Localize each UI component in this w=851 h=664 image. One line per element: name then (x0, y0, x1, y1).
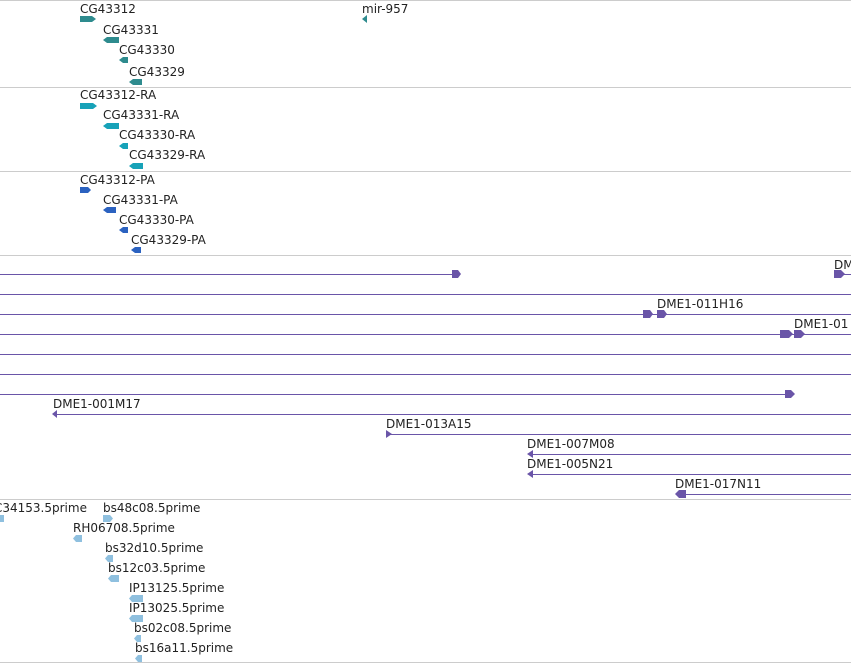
transcript-feature-reverse[interactable] (119, 142, 128, 150)
clone-line[interactable] (0, 374, 851, 375)
gene-feature-reverse[interactable] (103, 36, 119, 44)
clone-line[interactable] (0, 314, 851, 315)
genes-track: CG43312 CG43331 CG43330 CG43329 mir-957 (0, 0, 851, 87)
clone-line[interactable] (685, 494, 851, 495)
protein-feature-reverse[interactable] (103, 206, 116, 214)
clone-arrow-forward-icon[interactable] (452, 270, 461, 278)
gene-label[interactable]: CG43312 (80, 2, 136, 16)
transcript-label[interactable]: CG43312-RA (80, 88, 157, 102)
clone-label[interactable]: DME1-001M17 (53, 397, 141, 411)
clone-line[interactable] (844, 274, 851, 275)
clone-label[interactable]: DME1-011H16 (657, 297, 744, 311)
gene-label[interactable]: CG43330 (119, 43, 175, 57)
clone-line[interactable] (0, 354, 851, 355)
gene-label[interactable]: CG43329 (129, 65, 185, 79)
gene-feature-reverse[interactable] (129, 78, 142, 86)
clone-label[interactable]: DME1-013A15 (386, 417, 472, 431)
clone-arrow-reverse-icon[interactable] (52, 410, 57, 418)
est-label[interactable]: IP13025.5prime (129, 601, 225, 615)
clone-line[interactable] (0, 334, 851, 335)
clone-line[interactable] (56, 414, 851, 415)
clones-track: DM DME1-011H16 DME1-01 DME1-001M17 DME1-… (0, 258, 851, 498)
est-feature-reverse[interactable] (135, 655, 142, 662)
track-divider-clones (0, 499, 851, 500)
est-feature-reverse[interactable] (134, 635, 141, 642)
track-divider-genes (0, 87, 851, 88)
track-divider-proteins (0, 255, 851, 256)
protein-label[interactable]: CG43331-PA (103, 193, 178, 207)
clone-arrow-reverse-icon[interactable] (675, 490, 686, 498)
est-feature-reverse[interactable] (105, 555, 113, 562)
transcript-feature-reverse[interactable] (129, 162, 143, 170)
track-divider-transcripts (0, 171, 851, 172)
gene-feature-reverse[interactable] (362, 15, 367, 23)
clone-arrow-forward-icon[interactable] (657, 310, 667, 318)
gene-feature-reverse[interactable] (119, 56, 128, 64)
transcript-label[interactable]: CG43330-RA (119, 128, 196, 142)
est-label[interactable]: bs48c08.5prime (103, 501, 201, 515)
clone-arrow-forward-icon[interactable] (780, 330, 793, 338)
transcript-label[interactable]: CG43331-RA (103, 108, 180, 122)
gene-label[interactable]: mir-957 (362, 2, 409, 16)
est-label[interactable]: bs12c03.5prime (108, 561, 206, 575)
protein-feature-reverse[interactable] (119, 226, 128, 234)
track-divider-bottom (0, 662, 851, 663)
est-feature-forward[interactable] (103, 515, 113, 522)
clone-label[interactable]: DME1-017N11 (675, 477, 762, 491)
est-label[interactable]: bs16a11.5prime (135, 641, 234, 655)
est-label[interactable]: bs32d10.5prime (105, 541, 204, 555)
clone-line[interactable] (0, 294, 851, 295)
clone-arrow-forward-icon[interactable] (794, 330, 805, 338)
clone-label[interactable]: DME1-007M08 (527, 437, 615, 451)
clone-arrow-forward-icon[interactable] (785, 390, 795, 398)
est-label[interactable]: IP13125.5prime (129, 581, 225, 595)
clone-arrow-reverse-icon[interactable] (527, 470, 533, 478)
est-feature-reverse[interactable] (73, 535, 82, 542)
protein-label[interactable]: CG43330-PA (119, 213, 194, 227)
gene-label[interactable]: CG43331 (103, 23, 159, 37)
clone-label[interactable]: DM (834, 258, 851, 272)
protein-feature-forward[interactable] (80, 186, 91, 194)
transcripts-track: CG43312-RA CG43331-RA CG43330-RA CG43329… (0, 0, 851, 171)
gene-feature-forward[interactable] (80, 15, 96, 23)
transcript-label[interactable]: CG43329-RA (129, 148, 206, 162)
clone-label[interactable]: DME1-005N21 (527, 457, 614, 471)
clone-line[interactable] (532, 454, 851, 455)
est-label[interactable]: C34153.5prime (0, 501, 87, 515)
clone-arrow-forward-icon[interactable] (834, 270, 845, 278)
clone-label[interactable]: DME1-01 (794, 317, 849, 331)
clone-line[interactable] (532, 474, 851, 475)
protein-label[interactable]: CG43329-PA (131, 233, 206, 247)
clone-line[interactable] (390, 434, 851, 435)
est-feature-forward[interactable] (0, 515, 4, 522)
protein-label[interactable]: CG43312-PA (80, 173, 155, 187)
proteins-track: CG43312-PA CG43331-PA CG43330-PA CG43329… (0, 0, 851, 255)
est-label[interactable]: bs02c08.5prime (134, 621, 232, 635)
clone-line[interactable] (0, 394, 787, 395)
clone-arrow-forward-icon[interactable] (643, 310, 653, 318)
track-divider-top (0, 0, 851, 1)
transcript-feature-reverse[interactable] (103, 122, 119, 130)
est-feature-reverse[interactable] (129, 615, 143, 622)
est-label[interactable]: RH06708.5prime (73, 521, 175, 535)
clone-arrow-reverse-icon[interactable] (527, 450, 533, 458)
est-feature-reverse[interactable] (108, 575, 119, 582)
protein-feature-reverse[interactable] (131, 246, 141, 254)
clone-arrow-forward-icon[interactable] (386, 430, 392, 438)
est-feature-reverse[interactable] (129, 595, 143, 602)
transcript-feature-forward[interactable] (80, 102, 97, 110)
clone-line[interactable] (0, 274, 455, 275)
